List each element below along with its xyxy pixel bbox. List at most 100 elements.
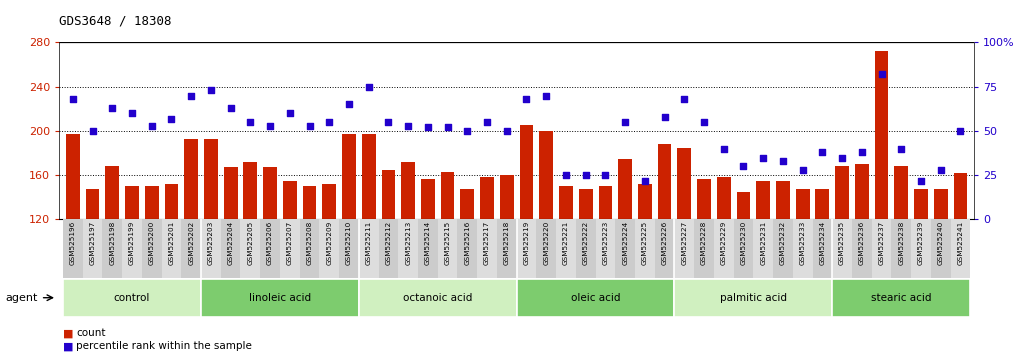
Text: GSM525222: GSM525222 [583,221,589,266]
Point [223,105,239,111]
Bar [125,186,139,352]
Text: GSM525229: GSM525229 [721,221,727,266]
Bar [559,186,573,352]
Bar [579,188,593,352]
Bar [674,219,695,278]
Point [597,172,613,178]
Point [84,128,101,134]
Text: GSM525224: GSM525224 [622,221,629,266]
Text: GSM525219: GSM525219 [524,221,530,266]
Bar [480,177,494,352]
Text: palmitic acid: palmitic acid [720,293,787,303]
Bar [362,134,375,352]
Bar [359,279,517,317]
Point [282,110,298,116]
Text: ■: ■ [63,341,73,351]
Text: GSM525227: GSM525227 [681,221,687,266]
Text: GSM525221: GSM525221 [563,221,569,266]
Point [143,123,160,129]
Bar [773,219,793,278]
Point [557,172,574,178]
Point [578,172,594,178]
Bar [85,188,100,352]
Text: oleic acid: oleic acid [571,293,620,303]
Text: GSM525201: GSM525201 [169,221,175,266]
Point [65,96,81,102]
Point [183,93,199,98]
Text: GSM525209: GSM525209 [326,221,333,266]
Bar [658,144,671,352]
Text: GSM525220: GSM525220 [543,221,549,266]
Bar [63,219,82,278]
Bar [221,219,240,278]
Bar [122,219,141,278]
Point [202,87,219,93]
Bar [733,219,754,278]
Bar [598,186,612,352]
Point [735,164,752,169]
Bar [283,181,297,352]
Bar [240,219,260,278]
Bar [201,279,359,317]
Bar [381,170,396,352]
Bar [677,148,692,352]
Text: GSM525207: GSM525207 [287,221,293,266]
Point [262,123,279,129]
Bar [440,172,455,352]
Bar [517,219,536,278]
Bar [855,164,869,352]
Text: GSM525233: GSM525233 [799,221,805,266]
Text: GSM525206: GSM525206 [267,221,273,266]
Point [893,146,909,152]
Point [755,155,771,160]
Text: GSM525239: GSM525239 [918,221,924,266]
Bar [103,219,122,278]
Text: GSM525212: GSM525212 [385,221,392,266]
Text: linoleic acid: linoleic acid [249,293,311,303]
Point [519,96,535,102]
Bar [144,186,159,352]
Point [361,84,377,90]
Point [696,119,712,125]
Bar [835,166,849,352]
Bar [655,219,674,278]
Point [301,123,317,129]
Bar [872,219,892,278]
Bar [832,219,852,278]
Bar [576,219,596,278]
Bar [795,188,810,352]
Point [656,114,672,120]
Point [775,158,791,164]
Text: ■: ■ [63,329,73,338]
Text: GSM525205: GSM525205 [247,221,253,266]
Bar [303,186,316,352]
Text: GSM525231: GSM525231 [761,221,766,266]
Text: octanoic acid: octanoic acid [403,293,473,303]
Bar [378,219,399,278]
Bar [714,219,733,278]
Point [538,93,554,98]
Text: GSM525238: GSM525238 [898,221,904,266]
Text: GSM525199: GSM525199 [129,221,135,266]
Bar [418,219,437,278]
Text: GSM525240: GSM525240 [938,221,944,266]
Text: GSM525228: GSM525228 [701,221,707,266]
Bar [82,219,103,278]
Bar [342,134,356,352]
Bar [224,167,238,352]
Bar [165,184,178,352]
Text: GSM525208: GSM525208 [306,221,312,266]
Bar [951,219,970,278]
Bar [500,175,514,352]
Text: GSM525241: GSM525241 [957,221,963,266]
Text: GSM525213: GSM525213 [405,221,411,266]
Bar [141,219,162,278]
Bar [832,279,970,317]
Bar [437,219,458,278]
Bar [162,219,181,278]
Bar [280,219,300,278]
Bar [201,219,221,278]
Bar [852,219,872,278]
Bar [300,219,319,278]
Point [498,128,515,134]
